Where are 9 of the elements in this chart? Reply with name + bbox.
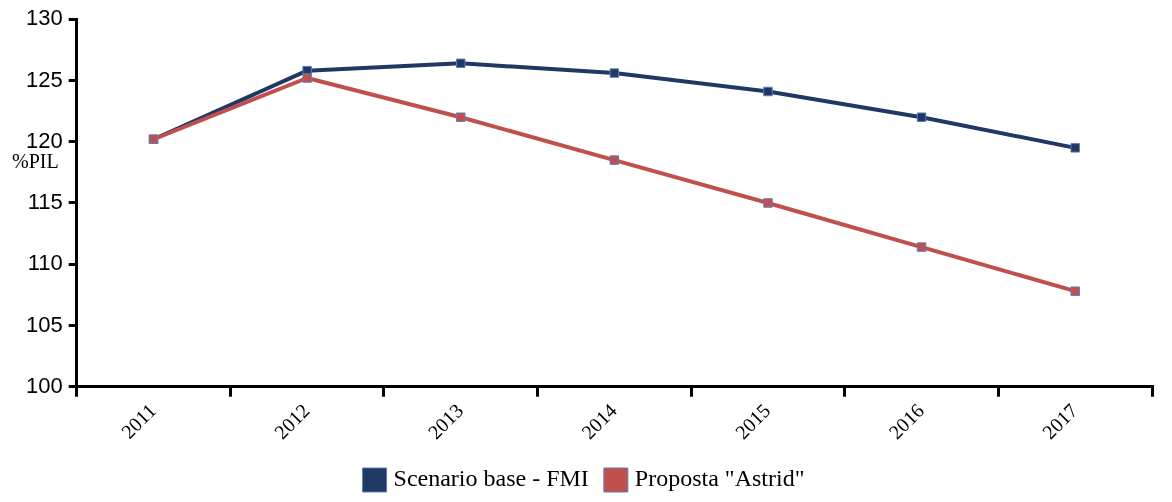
y-tick-label: 110 [27, 250, 63, 276]
y-tick-label: 130 [25, 5, 63, 31]
y-tick-label: 100 [25, 372, 63, 398]
y-tick-label: 125 [25, 66, 63, 92]
legend-label: Proposta "Astrid" [634, 465, 805, 492]
legend-label: Scenario base - FMI [393, 465, 589, 492]
y-tick-label: 105 [25, 311, 63, 337]
x-tick-label: 2011 [116, 399, 161, 443]
y-tick-label: 115 [27, 189, 63, 215]
